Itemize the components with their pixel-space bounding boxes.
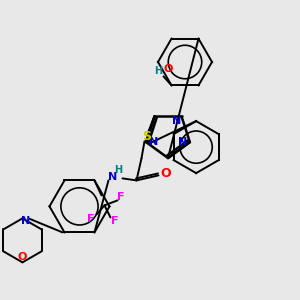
- Text: O: O: [18, 252, 27, 262]
- Text: N: N: [172, 116, 181, 126]
- Text: N: N: [108, 172, 117, 182]
- Text: H: H: [114, 165, 122, 176]
- Text: F: F: [87, 214, 94, 224]
- Text: O: O: [164, 64, 173, 74]
- Text: S: S: [142, 130, 151, 143]
- Text: F: F: [117, 192, 124, 203]
- Text: N: N: [178, 137, 188, 147]
- Text: O: O: [160, 167, 171, 180]
- Text: N: N: [148, 137, 158, 147]
- Text: H: H: [154, 66, 163, 76]
- Text: F: F: [111, 216, 118, 226]
- Text: N: N: [21, 216, 30, 226]
